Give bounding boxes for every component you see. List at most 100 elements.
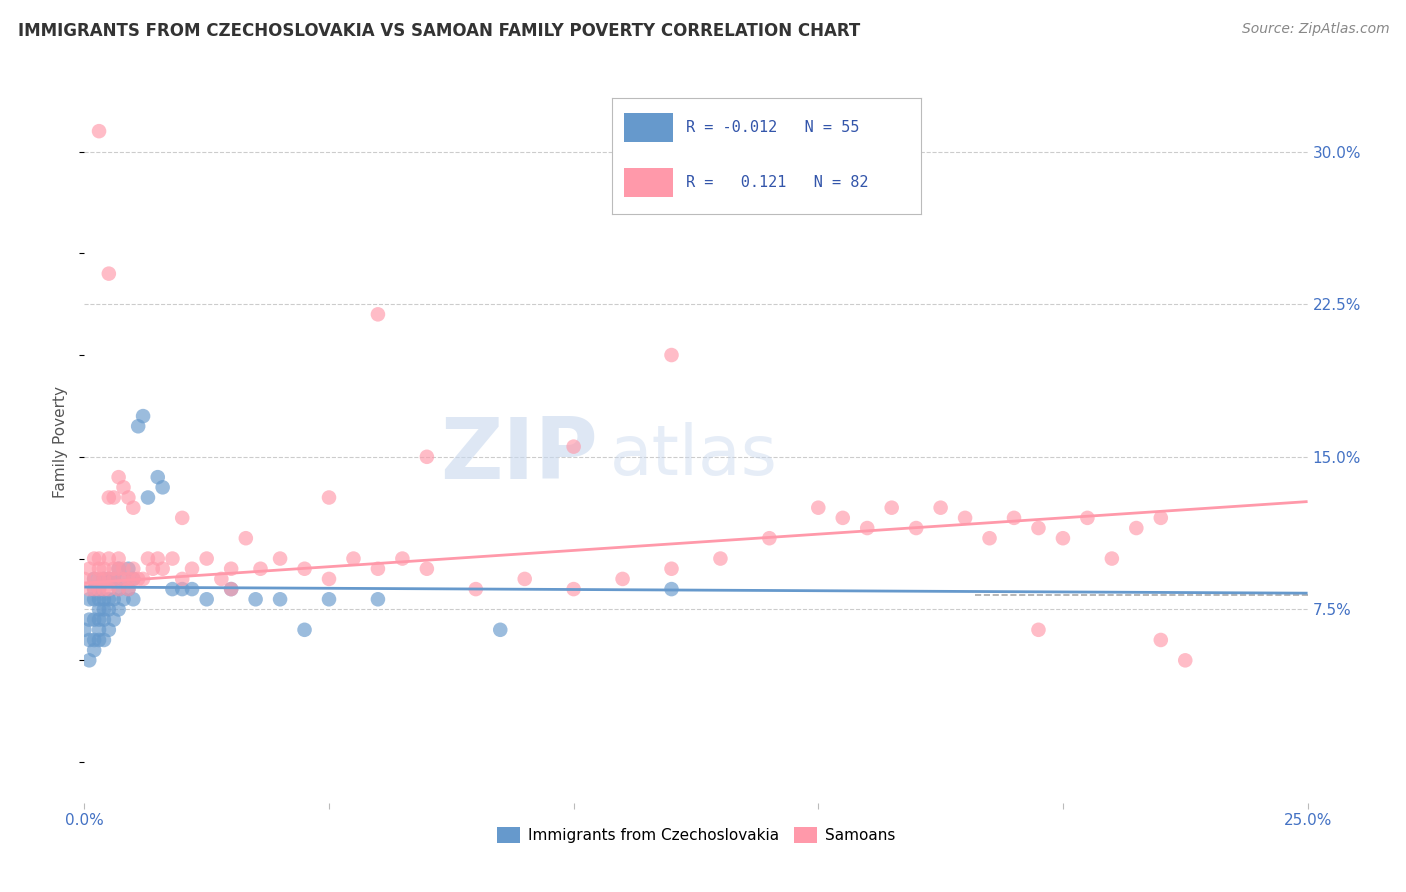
Point (318, 491, 340, 505)
Point (661, 582, 683, 596)
Point (103, 613, 125, 627)
Point (87, 572, 110, 586)
Point (87, 613, 110, 627)
Point (117, 572, 139, 586)
Point (464, 582, 486, 596)
Point (77, 613, 100, 627)
Point (1150, 511, 1173, 525)
Point (112, 572, 135, 586)
Point (1002, 511, 1025, 525)
Point (152, 480, 174, 494)
Point (1101, 551, 1123, 566)
Point (249, 562, 271, 576)
Point (107, 562, 129, 576)
Point (172, 582, 194, 596)
Point (979, 531, 1001, 545)
Point (758, 531, 780, 545)
Point (97, 582, 120, 596)
Point (1028, 521, 1050, 535)
Bar (624, 168, 673, 197)
Point (127, 419, 149, 434)
Point (219, 582, 242, 596)
Point (87, 582, 110, 596)
Legend: Immigrants from Czechoslovakia, Samoans: Immigrants from Czechoslovakia, Samoans (491, 822, 901, 849)
Point (103, 491, 125, 505)
Point (97, 602, 120, 616)
Point (112, 562, 135, 576)
Point (269, 592, 291, 607)
Point (117, 562, 139, 576)
Point (122, 500, 145, 515)
Point (93, 602, 115, 616)
Point (294, 623, 316, 637)
Point (195, 551, 218, 566)
Point (77, 653, 100, 667)
Point (97, 551, 120, 566)
Point (172, 511, 194, 525)
Point (117, 582, 139, 596)
Point (181, 582, 204, 596)
Point (318, 592, 340, 607)
Point (132, 572, 155, 586)
Point (142, 562, 165, 576)
Text: IMMIGRANTS FROM CZECHOSLOVAKIA VS SAMOAN FAMILY POVERTY CORRELATION CHART: IMMIGRANTS FROM CZECHOSLOVAKIA VS SAMOAN… (18, 22, 860, 40)
Point (103, 572, 125, 586)
Point (661, 348, 683, 362)
Point (93, 613, 115, 627)
Point (97, 267, 120, 281)
Point (112, 572, 135, 586)
Point (73, 623, 96, 637)
Point (122, 562, 145, 576)
Point (661, 562, 683, 576)
Point (83, 572, 105, 586)
Point (172, 572, 194, 586)
Point (1076, 511, 1098, 525)
Point (219, 582, 242, 596)
Point (107, 602, 129, 616)
Point (612, 572, 634, 586)
Text: Source: ZipAtlas.com: Source: ZipAtlas.com (1241, 22, 1389, 37)
Point (87, 623, 110, 637)
Point (107, 582, 129, 596)
Point (83, 592, 105, 607)
Point (162, 551, 184, 566)
Point (122, 572, 145, 586)
Y-axis label: Family Poverty: Family Poverty (53, 385, 69, 498)
Point (93, 582, 115, 596)
Point (146, 551, 169, 566)
Point (513, 572, 536, 586)
Point (391, 551, 413, 566)
Point (107, 582, 129, 596)
Point (107, 562, 129, 576)
Point (136, 551, 159, 566)
Point (127, 572, 149, 586)
Point (117, 491, 139, 505)
Point (87, 551, 110, 566)
Point (83, 632, 105, 647)
Point (103, 592, 125, 607)
Point (77, 562, 100, 576)
Text: R =   0.121   N = 82: R = 0.121 N = 82 (686, 175, 869, 190)
Point (562, 582, 585, 596)
Point (77, 592, 100, 607)
Point (1174, 653, 1197, 667)
Point (1150, 632, 1173, 647)
Point (318, 572, 340, 586)
Point (122, 592, 145, 607)
Point (489, 623, 512, 637)
Point (83, 643, 105, 657)
Point (181, 562, 204, 576)
Point (1125, 521, 1147, 535)
Point (269, 551, 291, 566)
Point (152, 562, 174, 576)
Point (117, 582, 139, 596)
Point (1028, 623, 1050, 637)
Point (342, 551, 364, 566)
Point (93, 572, 115, 586)
Point (87, 562, 110, 576)
Point (83, 551, 105, 566)
Point (77, 632, 100, 647)
Point (367, 307, 389, 321)
Point (122, 572, 145, 586)
Point (416, 450, 439, 464)
